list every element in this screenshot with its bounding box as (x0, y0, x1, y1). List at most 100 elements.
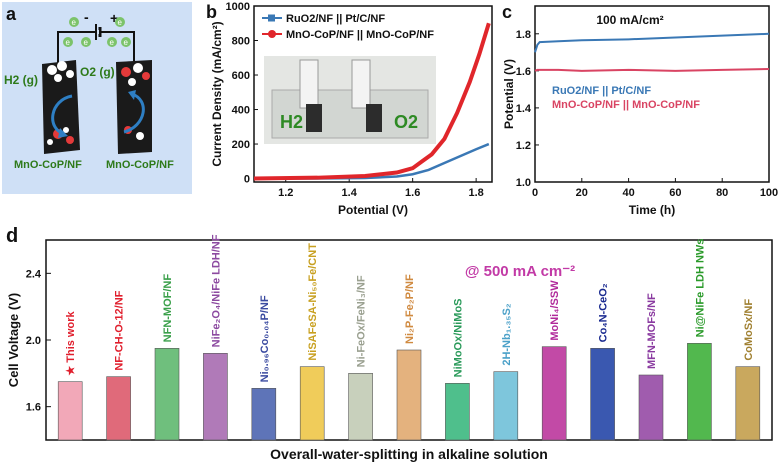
electron-symbol: e (118, 18, 123, 27)
battery-minus: - (84, 9, 89, 25)
legend-label: RuO2/NF || Pt/C/NF (286, 13, 385, 25)
left-electrode (42, 60, 80, 154)
electron-icon (63, 37, 73, 47)
h2-bubbles (47, 61, 74, 82)
panel-b-axes: 1.2 1.4 1.6 1.8 0 200 400 600 800 1000 (226, 1, 484, 199)
y-tick-label: 200 (232, 139, 250, 151)
bar-label: Ni₀.₉₆Co₀.₀₄P/NF (259, 295, 271, 382)
panel-c-plot-frame (534, 5, 770, 183)
bar (251, 388, 277, 441)
legend-label: RuO2/NF || Pt/C/NF (552, 85, 651, 97)
panel-b-ylabel: Current Density (mA/cm²) (210, 21, 224, 166)
left-electrode-label: MnO-CoP/NF (14, 159, 82, 171)
x-tick-label: 40 (622, 187, 634, 199)
y-tick-label: 0 (244, 174, 250, 186)
water-molecule (63, 127, 69, 133)
panel-c-series (534, 32, 770, 72)
bar-label: NiMoOx/NiMoS (452, 298, 464, 377)
inset-electrode (306, 104, 322, 132)
panel-b: b H2 O2 1.2 1.4 1.6 1.8 0 200 400 600 800 1000 Ru… (206, 1, 493, 217)
bar (590, 348, 615, 441)
bar (541, 346, 567, 441)
bar-label: NF-CH-O-12/NF (114, 290, 126, 370)
panel-b-xlabel: Potential (V) (338, 203, 408, 217)
panel-d-bar-labels: ★ This work NF-CH-O-12/NF NFN-MOF/NF NiFe₂O… (65, 234, 755, 382)
bar-label: Ni@NiFe LDH NWs (694, 239, 706, 338)
series-line (253, 22, 491, 181)
panel-d-xlabel: Overall-water-splitting in alkaline solu… (270, 446, 548, 462)
y-tick-label: 1.4 (516, 103, 532, 115)
right-electrode-label: MnO-CoP/NF (106, 159, 174, 171)
panel-d-axes: 1.6 2.0 2.4 (26, 268, 51, 414)
bar (493, 371, 519, 441)
electron-symbol: e (124, 38, 129, 47)
panel-d-ylabel: Cell Voltage (V) (6, 293, 21, 387)
water-molecule (66, 136, 74, 144)
bar-label: NiFe₂O₄/NiFe LDH/NF (210, 234, 222, 347)
panel-d-bars (57, 343, 761, 441)
panel-c-xlabel: Time (h) (629, 203, 675, 217)
inset-electrode (366, 104, 382, 132)
x-tick-label: 1.8 (468, 187, 483, 199)
bar (638, 374, 664, 441)
x-tick-label: 1.2 (278, 187, 293, 199)
y-tick-label: 1.2 (516, 140, 531, 152)
legend-label: MnO-CoP/NF || MnO-CoP/NF (552, 99, 700, 111)
battery-gap (97, 30, 99, 34)
panel-c-legend: RuO2/NF || Pt/C/NF MnO-CoP/NF || MnO-CoP/… (552, 85, 700, 111)
bar (445, 383, 470, 441)
legend-label: MnO-CoP/NF || MnO-CoP/NF (286, 29, 434, 41)
battery-plus: + (110, 10, 118, 26)
bar (735, 366, 761, 441)
series-line (534, 32, 770, 53)
x-tick-label: 60 (669, 187, 681, 199)
o2-bubble (142, 72, 150, 80)
electron-markers: e e e e e e (63, 17, 131, 47)
inset-electrode-holder (351, 59, 371, 109)
inset-o2-label: O2 (394, 112, 418, 132)
bar-label: ★ This work (65, 311, 77, 376)
y-tick-label: 1.8 (516, 29, 531, 41)
o2-bubble (136, 132, 144, 140)
x-tick-label: 0 (532, 187, 538, 199)
series-line (534, 67, 770, 72)
bar (687, 343, 712, 441)
y-tick-label: 1.6 (516, 66, 531, 78)
panel-a-label: a (6, 4, 17, 24)
panel-d-label: d (6, 225, 18, 247)
panel-c: c 100 mA/cm² 0 20 40 60 80 100 1.0 1.2 1.4 1.6 1.8… (502, 2, 778, 217)
panel-a: a - + e e e e e e (2, 2, 192, 194)
x-tick-label: 80 (716, 187, 728, 199)
panel-c-label: c (502, 2, 512, 22)
bar-label: MFN-MOFs/NF (646, 293, 658, 369)
bar-label: Ni-FeOx/FeNi₃/NF (356, 275, 368, 367)
x-tick-label: 1.6 (405, 187, 420, 199)
y-tick-label: 400 (232, 105, 250, 117)
bar-label: CoMoSx/NF (743, 299, 755, 361)
panel-b-label: b (206, 2, 217, 22)
electron-icon (69, 17, 79, 27)
bar-label: NFN-MOF/NF (162, 274, 174, 343)
y-tick-label: 1.0 (516, 177, 531, 189)
bar-label: 2H-Nb₁.₃₅S₂ (501, 303, 513, 365)
electron-icon (107, 37, 117, 47)
y-tick-label: 600 (232, 70, 250, 82)
right-flow-arrow (123, 92, 145, 134)
o2-bubble (121, 67, 131, 77)
legend-marker (268, 30, 276, 38)
o2-bubble (128, 78, 136, 86)
inset-h2-label: H2 (280, 112, 303, 132)
h2-bubble (57, 61, 67, 71)
y-tick-label: 1.6 (26, 402, 41, 414)
o2-bubble (133, 63, 143, 73)
y-tick-label: 2.0 (26, 335, 41, 347)
panel-c-ylabel: Potential (V) (502, 59, 516, 129)
electron-symbol: e (66, 38, 71, 47)
panel-b-legend: RuO2/NF || Pt/C/NF MnO-CoP/NF || MnO-CoP/… (262, 13, 434, 41)
bar (299, 366, 325, 441)
x-tick-label: 100 (760, 187, 778, 199)
o2-gas-label: O2 (g) (80, 65, 115, 79)
y-tick-label: 1000 (226, 1, 250, 13)
h2-gas-label: H2 (g) (4, 73, 38, 87)
